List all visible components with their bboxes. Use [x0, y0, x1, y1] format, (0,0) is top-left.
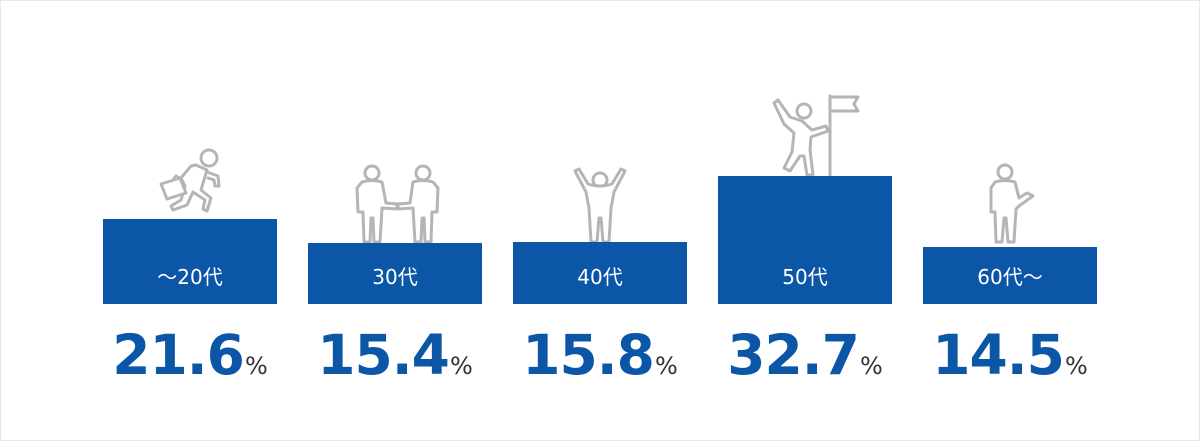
percentage-value: 21.6 [112, 323, 245, 387]
percent-unit: % [449, 352, 473, 380]
age-group-40s: 40代 15.8% [513, 0, 687, 441]
bar [308, 243, 482, 304]
figure-area [308, 0, 482, 250]
percentage-value: 14.5 [932, 323, 1065, 387]
raised-arms-person-icon [573, 167, 627, 244]
bar [103, 219, 277, 304]
handshake-people-icon [355, 164, 440, 244]
percentage-value: 32.7 [727, 323, 860, 387]
percentage: 15.4% [298, 328, 492, 383]
age-label: 50代 [782, 265, 828, 289]
percentage: 32.7% [708, 328, 902, 383]
percentage-value: 15.8 [522, 323, 655, 387]
percentage: 21.6% [93, 328, 287, 383]
bar [513, 242, 687, 304]
figure-area [923, 0, 1097, 250]
percent-unit: % [244, 352, 268, 380]
percentage-value: 15.4 [317, 323, 450, 387]
age-group-50s: 50代 32.7% [718, 0, 892, 441]
age-group-20s-and-under: ～20代 21.6% [103, 0, 277, 441]
flag-climber-icon [772, 94, 860, 177]
percentage: 14.5% [913, 328, 1107, 383]
waving-person-icon [989, 163, 1035, 244]
percent-unit: % [1064, 352, 1088, 380]
figure-area [513, 0, 687, 250]
age-group-30s: 30代 15.4% [308, 0, 482, 441]
running-businessman-icon [159, 148, 221, 213]
age-group-60s-and-over: 60代～ 14.5% [923, 0, 1097, 441]
percentage: 15.8% [503, 328, 697, 383]
age-label: 60代～ [977, 265, 1043, 289]
figure-area [103, 0, 277, 250]
percent-unit: % [859, 352, 883, 380]
bar [718, 176, 892, 304]
figure-area [718, 0, 892, 250]
bar [923, 247, 1097, 304]
percent-unit: % [654, 352, 678, 380]
age-label: 40代 [577, 265, 623, 289]
age-label: 30代 [372, 265, 418, 289]
age-label: ～20代 [157, 265, 223, 289]
